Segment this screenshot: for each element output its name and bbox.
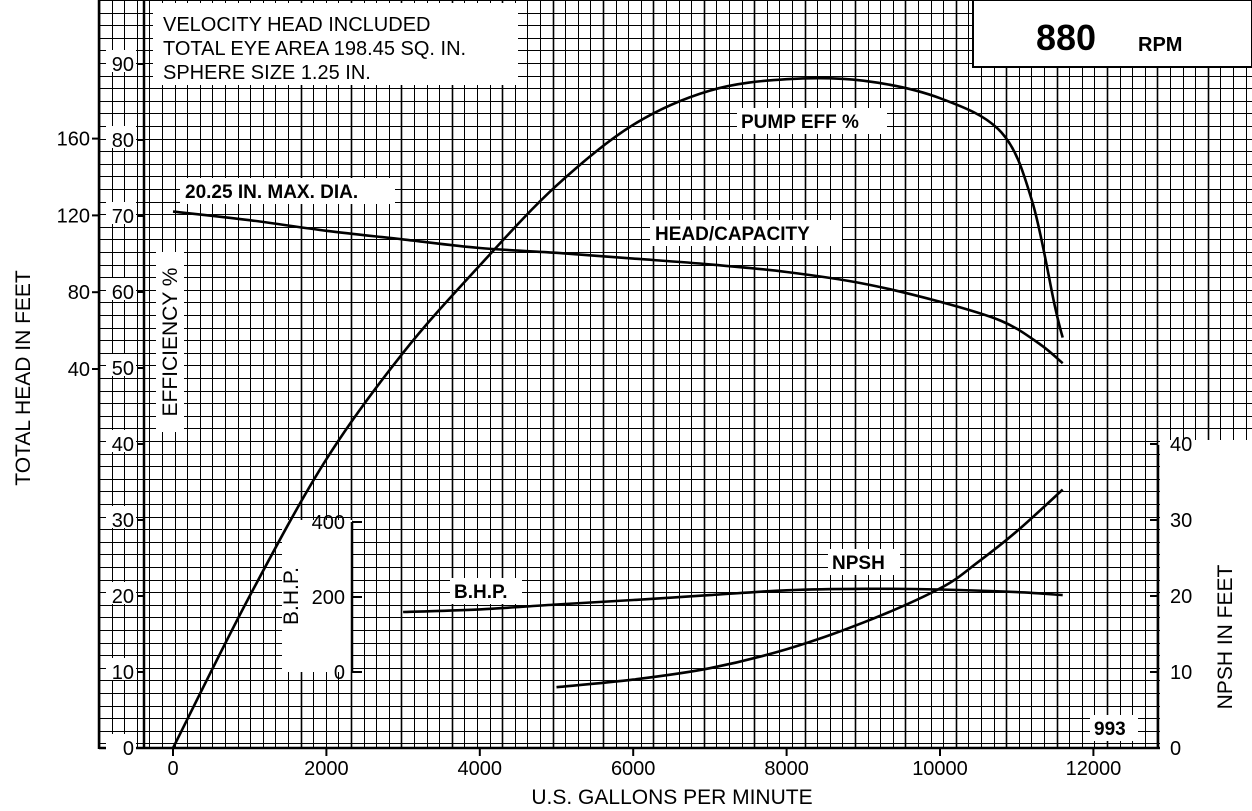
- npsh-tick-label: 10: [1170, 662, 1192, 684]
- diameter-label-background: [180, 178, 395, 204]
- rpm-unit: RPM: [1138, 34, 1182, 56]
- rpm-value: 880: [1036, 17, 1096, 58]
- eff-tick-bg: [106, 278, 136, 300]
- axis-ticks: 0 2000 4000 6000 8000 10000 120004080120160010…: [57, 50, 1192, 780]
- npsh-tick-label: 40: [1170, 434, 1192, 456]
- bhp-tick-label: 400: [312, 512, 345, 534]
- eff-axis-title-background: [156, 252, 184, 432]
- head-capacity-label: HEAD/CAPACITY: [655, 224, 810, 245]
- x-tick-label: 10000: [912, 758, 968, 780]
- head-tick-label: 40: [68, 359, 90, 381]
- eff-tick-bg: [106, 354, 136, 376]
- bhp-label: B.H.P.: [454, 582, 508, 603]
- bhp-axis-panel: [282, 520, 352, 672]
- npsh-tick-label: 30: [1170, 510, 1192, 532]
- eff-tick-label: 60: [112, 282, 134, 304]
- note-sphere-size: SPHERE SIZE 1.25 IN.: [163, 62, 371, 84]
- footnote-background: [1090, 715, 1138, 741]
- curves: [171, 76, 1064, 749]
- eff-tick-label: 70: [112, 206, 134, 228]
- eff-tick-bg: [106, 50, 136, 72]
- head-tick-label: 160: [57, 129, 90, 151]
- pump-eff-label: PUMP EFF %: [741, 112, 859, 133]
- hc-label-background: [650, 220, 842, 246]
- x-axis-title: U.S. GALLONS PER MINUTE: [531, 786, 812, 809]
- x-tick-label: 4000: [458, 758, 503, 780]
- eff-label-background: [737, 108, 887, 134]
- eff-tick-bg: [106, 658, 136, 680]
- head-tick-label: 80: [68, 282, 90, 304]
- npsh-tick-label: 0: [1170, 738, 1181, 760]
- npsh-axis-panel: [1160, 440, 1252, 751]
- head-tick-label: 120: [57, 205, 90, 227]
- eff-tick-label: 50: [112, 358, 134, 380]
- x-tick-label: 0: [167, 758, 178, 780]
- rpm-box: [972, 0, 1252, 68]
- head-capacity-curve: [172, 210, 1064, 365]
- eff-tick-label: 10: [112, 662, 134, 684]
- bhp-label-background: [450, 578, 522, 604]
- efficiency-axis-title: EFFICIENCY %: [159, 268, 182, 417]
- eff-tick-bg: [106, 582, 136, 604]
- npsh-label: NPSH: [832, 553, 885, 574]
- npsh-axis-title: NPSH IN FEET: [1214, 564, 1237, 709]
- x-tick-label: 6000: [611, 758, 656, 780]
- eff-tick-label: 40: [112, 434, 134, 456]
- bhp-axis-title: B.H.P.: [280, 567, 303, 625]
- eff-tick-bg: [106, 734, 136, 756]
- x-tick-label: 2000: [304, 758, 349, 780]
- note-velocity-head: VELOCITY HEAD INCLUDED: [163, 14, 430, 36]
- pump-efficiency-curve: [171, 76, 1064, 749]
- bhp-curve: [403, 587, 1063, 614]
- x-tick-label: 8000: [764, 758, 809, 780]
- eff-tick-bg: [106, 202, 136, 224]
- eff-tick-bg: [106, 430, 136, 452]
- npsh-label-background: [828, 549, 900, 575]
- eff-tick-label: 90: [112, 54, 134, 76]
- eff-tick-label: 80: [112, 130, 134, 152]
- footnote-993: 993: [1094, 719, 1126, 740]
- bhp-tick-label: 0: [334, 662, 345, 684]
- diameter-label: 20.25 IN. MAX. DIA.: [185, 182, 358, 203]
- npsh-tick-label: 20: [1170, 586, 1192, 608]
- head-axis-title: TOTAL HEAD IN FEET: [12, 270, 35, 486]
- eff-tick-label: 0: [123, 738, 134, 760]
- eff-tick-bg: [106, 126, 136, 148]
- chart-grid: [98, 0, 1252, 748]
- npsh-curve: [556, 488, 1064, 689]
- bhp-tick-label: 200: [312, 587, 345, 609]
- notes-background: [153, 3, 518, 85]
- x-tick-label: 12000: [1066, 758, 1122, 780]
- eff-tick-label: 30: [112, 510, 134, 532]
- note-eye-area: TOTAL EYE AREA 198.45 SQ. IN.: [163, 38, 466, 60]
- eff-tick-bg: [106, 506, 136, 528]
- eff-tick-label: 20: [112, 586, 134, 608]
